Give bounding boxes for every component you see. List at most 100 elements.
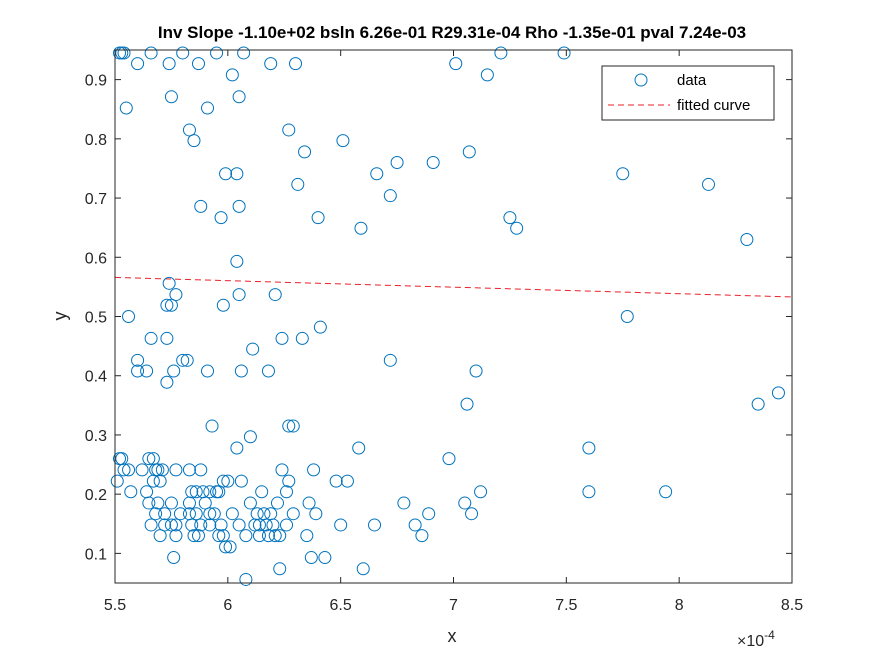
data-point [212,529,226,543]
data-point [442,452,456,466]
fitted-curve-line [114,276,793,298]
data-point [383,189,397,203]
data-point [282,123,296,137]
data-point [659,485,673,499]
data-point [142,452,156,466]
data-point [295,331,309,345]
x-axis-exponent-power: -4 [764,628,775,642]
data-point [352,441,366,455]
data-point [702,177,716,191]
data-point [122,310,136,323]
axis-layer: 5.5 6 6.5 7 7.5 8 8.5 0.1 0.2 0.3 0.4 0.5 0.6 0.7 0.8 0… [85,50,803,614]
data-point [289,57,303,71]
data-point [219,540,233,554]
data-point [264,57,278,71]
data-point [286,507,300,521]
data-point [182,463,196,477]
x-tick-label: 7 [449,597,458,614]
data-point [160,331,174,345]
data-point [232,90,246,104]
data-point [397,496,411,510]
data-point [291,177,305,191]
legend: data fitted curve [601,65,775,121]
data-point [268,529,282,543]
data-point [237,46,251,60]
data-point [261,364,275,378]
x-tick-label: 7.5 [555,597,577,614]
data-point [169,518,183,532]
data-point [124,485,138,499]
data-point [117,463,131,477]
data-point [110,474,124,488]
data-point [368,518,382,532]
data-point [458,496,472,510]
data-point [268,288,282,302]
data-point [582,441,596,455]
data-point [311,211,325,225]
chart-title: Inv Slope -1.10e+02 bsln 6.26e-01 R29.31… [158,23,746,42]
data-point [329,474,343,488]
legend-data-marker [634,73,648,87]
data-point [336,134,350,148]
data-point [167,364,181,378]
y-tick-label: 0.4 [85,369,107,386]
data-point [216,298,230,312]
data-point [740,233,754,247]
x-tick-label: 8 [675,597,684,614]
y-tick-label: 0.9 [85,73,107,90]
data-point [153,474,167,488]
data-point [194,463,208,477]
data-point [234,364,248,378]
data-point [131,364,145,378]
data-point [340,474,354,488]
data-point [270,496,284,510]
data-point [243,430,257,444]
data-point [261,529,275,543]
plot-layer [110,46,793,586]
data-point [255,485,269,499]
data-point [275,463,289,477]
data-point [304,551,318,565]
data-point [751,397,765,411]
y-tick-label: 0.2 [85,487,107,504]
data-point [131,353,145,367]
data-point [225,507,239,521]
data-point [280,485,294,499]
x-tick-label: 6 [223,597,232,614]
data-point [234,474,248,488]
data-point [259,518,273,532]
data-point [280,518,294,532]
data-point [214,518,228,532]
y-tick-label: 0.6 [85,250,107,267]
data-point [356,562,370,576]
data-point [230,254,244,268]
data-point [252,529,266,543]
data-point [616,167,630,181]
data-point [140,364,154,378]
data-point [771,386,785,400]
data-point [146,474,160,488]
data-point [149,507,163,521]
data-point [449,57,463,71]
x-axis-exponent-base: ×10 [737,633,764,650]
data-point [144,46,158,60]
data-point [302,496,316,510]
data-point [164,298,178,312]
data-point [122,463,136,477]
data-point [191,57,205,71]
data-point [422,507,436,521]
data-point [207,507,221,521]
data-point [169,529,183,543]
data-point [219,167,233,181]
data-point [557,46,571,60]
data-point [307,463,321,477]
data-point [300,529,314,543]
data-point [282,419,296,433]
y-tick-label: 0.1 [85,546,107,563]
data-point [415,529,429,543]
data-point [318,551,332,565]
data-point [140,485,154,499]
data-point [214,211,228,225]
data-point [194,518,208,532]
data-point [144,518,158,532]
